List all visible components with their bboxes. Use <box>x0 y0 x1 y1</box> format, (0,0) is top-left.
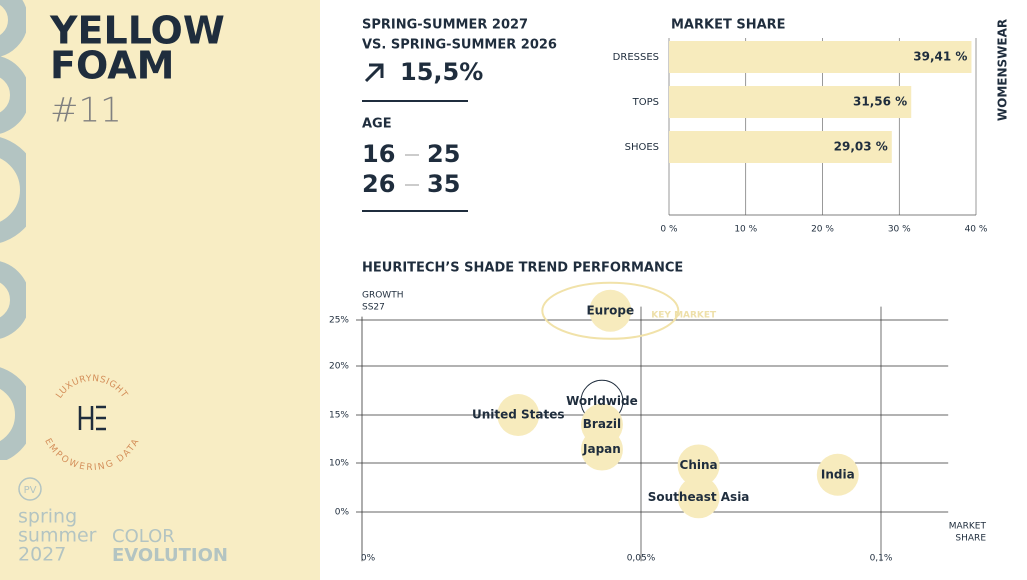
title-line: YELLOW <box>49 9 225 53</box>
x-label: MARKET <box>949 522 987 532</box>
key-market-ring <box>541 281 680 340</box>
x-tick-label: 0,05% <box>627 554 656 564</box>
category-label: SHOES <box>625 142 659 153</box>
up-arrow <box>364 63 384 83</box>
y-tick-label: 0% <box>335 508 350 518</box>
y-label: SS27 <box>362 303 385 313</box>
category-label: TOPS <box>632 97 659 108</box>
title-line: FOAM <box>50 44 174 88</box>
value-label: 39,41 % <box>913 50 967 64</box>
bubble-label: Worldwide <box>566 394 638 408</box>
growth: 15,5% <box>400 58 483 86</box>
y-tick-label: 20% <box>329 362 349 372</box>
bar-title: MARKET SHARE <box>671 18 786 33</box>
y-label: GROWTH <box>362 291 403 301</box>
series-name: EVOLUTION <box>112 545 228 566</box>
x-tick-label: 0 % <box>660 225 678 235</box>
bubble-label: Europe <box>586 303 634 317</box>
x-tick-label: 0% <box>361 554 376 564</box>
bubble <box>677 444 720 487</box>
color-number: #11 <box>50 91 122 131</box>
x-tick-label: 0,1% <box>870 554 893 564</box>
category-label: DRESSES <box>613 52 659 63</box>
age-to: 35 <box>427 170 460 198</box>
series-name: COLOR <box>112 526 175 547</box>
season: 2027 <box>18 544 66 566</box>
bubble <box>589 289 632 332</box>
bubble <box>677 476 720 519</box>
bubble <box>497 394 540 436</box>
bubble-label: Japan <box>582 442 621 456</box>
badge-ring <box>18 477 42 501</box>
period: VS. SPRING-SUMMER 2026 <box>362 38 557 53</box>
x-tick-label: 10 % <box>734 225 757 235</box>
decor-letters <box>0 0 26 460</box>
badge: PV <box>24 485 37 496</box>
bubble <box>580 428 623 471</box>
period: SPRING-SUMMER 2027 <box>362 18 528 33</box>
y-tick-label: 15% <box>329 411 349 421</box>
bar <box>669 131 892 163</box>
bubble-label: United States <box>472 408 565 422</box>
season: summer <box>18 525 97 547</box>
age-from: 26 <box>362 170 395 198</box>
bubble <box>816 453 859 496</box>
value-label: 29,03 % <box>834 140 888 154</box>
annotation: KEY MARKET <box>651 310 717 320</box>
x-tick-label: 30 % <box>888 225 911 235</box>
x-tick-label: 40 % <box>965 225 988 235</box>
bubble-label: China <box>680 458 718 472</box>
y-tick-label: 25% <box>329 316 349 326</box>
bubble-label: Southeast Asia <box>648 490 750 504</box>
scatter-title: HEURITECH’S SHADE TREND PERFORMANCE <box>362 261 683 276</box>
age-to: 25 <box>427 140 460 168</box>
bar <box>669 41 972 73</box>
bubble-label: India <box>821 467 855 481</box>
sidebar-bg <box>0 0 320 580</box>
season: spring <box>18 506 77 528</box>
bubble-label: Brazil <box>583 417 621 431</box>
x-label: SHARE <box>955 534 986 544</box>
side-label: WOMENSWEAR <box>996 19 1010 121</box>
age-from: 16 <box>362 140 395 168</box>
age-title: AGE <box>362 117 392 132</box>
value-label: 31,56 % <box>853 95 907 109</box>
x-tick-label: 20 % <box>811 225 834 235</box>
y-tick-label: 10% <box>329 459 349 469</box>
bar <box>669 86 912 118</box>
